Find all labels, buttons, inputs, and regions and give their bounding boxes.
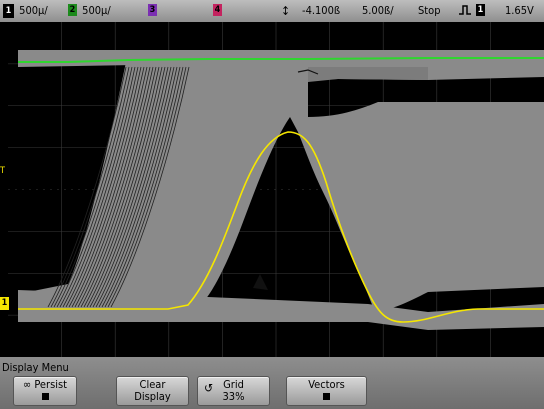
waveform-display [8,22,544,357]
edge-trace [110,66,190,308]
grid-value: 33% [222,390,245,403]
edge-trace [83,66,163,308]
ch4-indicator[interactable]: 4 [213,4,224,18]
persistence-envelope [18,50,544,330]
vectors-state-indicator [323,393,330,400]
edge-trace [77,66,157,308]
ch1-trace [18,131,544,323]
trigger-edge-icon [458,4,472,20]
trigger-source-chip: 1 [476,4,485,16]
delay-value[interactable]: -4.100ß [302,4,341,17]
edge-trace [89,66,169,308]
edge-trace [80,66,160,308]
edge-trace [92,66,172,308]
persist-state-indicator [41,393,49,400]
rotate-knob-icon: ↺ [204,381,214,395]
edge-trace [74,66,154,308]
ch1-ground-marker[interactable]: 1 [0,297,9,310]
edge-trace [104,66,184,308]
timebase-value[interactable]: 5.00ß/ [362,4,394,17]
ch4-chip: 4 [213,4,222,16]
ch1-scale-value: 500μ/ [19,4,48,17]
edge-trace [65,66,145,308]
menu-title: Display Menu [2,361,69,374]
edge-trace [95,66,175,308]
edge-trace [62,66,142,308]
edge-trace [107,66,187,308]
edge-trace [53,66,133,308]
trigger-level[interactable]: 1.65V [505,4,534,17]
waveform-plot [8,22,544,357]
persist-softkey[interactable]: ∞ Persist [13,376,77,406]
edge-trace [50,66,130,308]
clear-display-line2: Display [134,390,171,403]
edge-trace [98,66,178,308]
edge-trace [101,66,181,308]
persist-label: ∞ Persist [22,378,68,391]
edge-trace [68,66,148,308]
ch1-scale[interactable]: 1 500μ/ [3,4,48,18]
edge-trace [56,66,136,308]
run-state: Stop [418,4,441,17]
vectors-softkey[interactable]: Vectors [286,376,367,406]
grid-label: Grid [223,378,244,391]
vectors-label: Vectors [308,378,345,391]
ch2-scale[interactable]: 2 500μ/ [68,4,111,18]
edge-trace [86,66,166,308]
ch1-chip: 1 [3,4,14,18]
trace-artifact [253,274,268,290]
edge-trace [59,66,139,308]
edge-trace [47,66,127,308]
softkey-menu: Display Menu ∞ Persist Clear Display ↺ G… [0,357,544,409]
grid-softkey[interactable]: ↺ Grid 33% [197,376,270,406]
rising-edge-traces [47,66,190,308]
ch2-scale-value: 500μ/ [82,4,111,17]
trace-glitch [297,69,319,75]
ch3-indicator[interactable]: 3 [148,4,159,18]
clear-display-softkey[interactable]: Clear Display [116,376,189,406]
edge-trace [71,66,151,308]
trigger-source[interactable]: 1 [476,4,487,18]
trigger-position-icon: ↕ [281,4,291,18]
trigger-level-marker[interactable]: T [0,166,5,176]
ch2-trace [18,57,544,63]
ch3-chip: 3 [148,4,157,16]
ch2-chip: 2 [68,4,77,16]
clear-display-line1: Clear [139,378,166,391]
status-bar: 1 500μ/ 2 500μ/ 3 4 ↕ -4.100ß 5.00ß/ Sto… [0,0,544,22]
